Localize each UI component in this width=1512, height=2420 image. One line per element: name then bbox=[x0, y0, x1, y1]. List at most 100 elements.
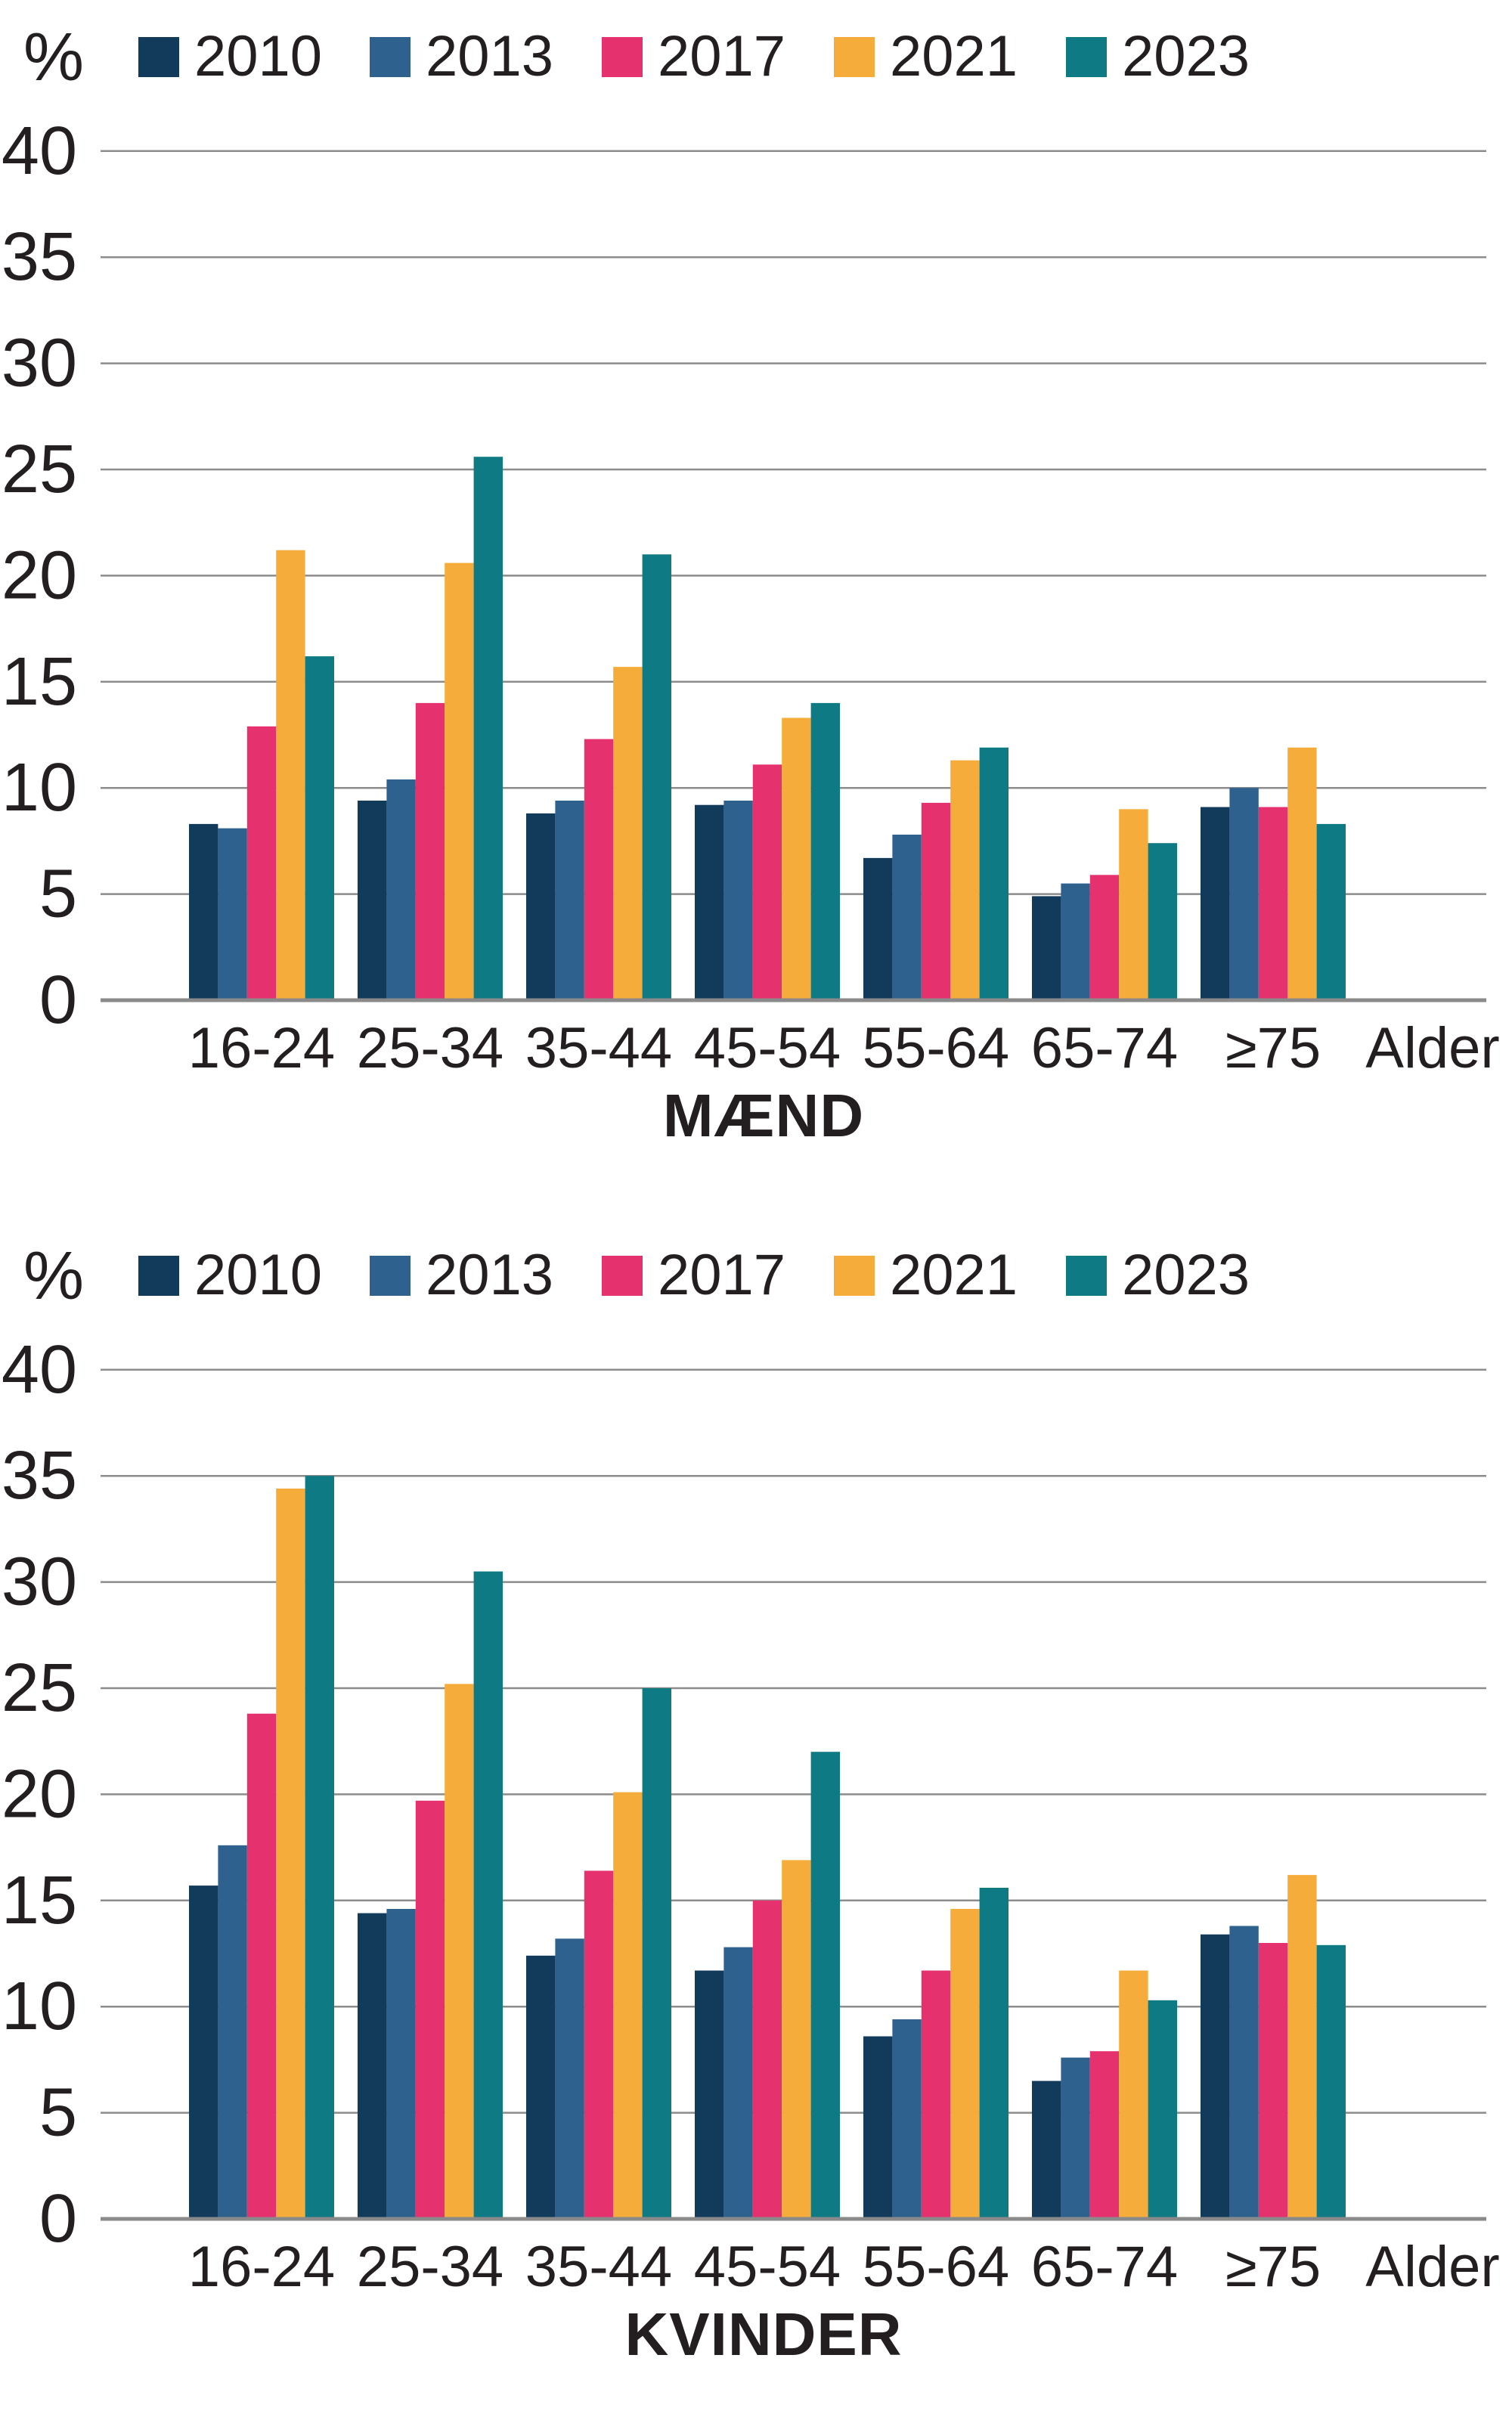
chart-title-kvinder: KVINDER bbox=[624, 2301, 903, 2368]
y-axis-unit-label: % bbox=[23, 1238, 85, 1314]
legend-maend: 2010 2013 2017 2021 2023 bbox=[0, 0, 1512, 98]
bar-2017-16-24 bbox=[246, 1713, 277, 2219]
bar-2017-55-64 bbox=[921, 1970, 951, 2219]
bar-2021-16-24 bbox=[276, 1489, 305, 2219]
bar-plot-maend: 0 5 10 15 20 25 30 35 40 16-24 25-34 35-44 45-54 55-6… bbox=[2, 113, 1500, 1080]
legend-swatch-2013 bbox=[370, 1255, 411, 1296]
legend-swatch-2017 bbox=[602, 36, 643, 77]
bar-2023-65-74 bbox=[1148, 843, 1177, 1000]
legend-item-2021: 2021 bbox=[834, 28, 1018, 85]
y-tick-label-30: 30 bbox=[2, 1545, 77, 1620]
x-tick-label-25-34: 25-34 bbox=[357, 2235, 503, 2299]
bar-2010-65-74 bbox=[1032, 896, 1061, 1000]
bar-2010-35-44 bbox=[526, 1955, 556, 2219]
bar-2013-45-54 bbox=[723, 801, 753, 1000]
legend-item-2017: 2017 bbox=[602, 28, 785, 85]
bar-2023-45-54 bbox=[810, 702, 840, 1000]
bar-2010-25-34 bbox=[358, 1913, 387, 2219]
chart-maend: % 2010 2013 2017 2021 2023 0 5 10 15 20 25 30 35 40 1… bbox=[0, 0, 1512, 1149]
chart-title-maend: MÆND bbox=[662, 1082, 865, 1149]
bar-2023-55-64 bbox=[979, 747, 1009, 1000]
legend-item-2010: 2010 bbox=[138, 28, 322, 85]
bar-2023-65-74 bbox=[1148, 2000, 1177, 2219]
bar-2010-25-34 bbox=[358, 801, 387, 1000]
bar-2010-45-54 bbox=[695, 1970, 724, 2219]
legend-label-2021: 2021 bbox=[890, 24, 1018, 88]
bar-2023-35-44 bbox=[642, 554, 671, 1000]
bar-2017-16-24 bbox=[246, 726, 277, 1000]
bar-2023-16-24 bbox=[305, 1476, 334, 2219]
bar-2021-45-54 bbox=[782, 1860, 811, 2219]
y-tick-label-15: 15 bbox=[2, 644, 77, 720]
legend-kvinder: 2010 2013 2017 2021 2023 bbox=[0, 1219, 1512, 1317]
legend-swatch-2010 bbox=[138, 36, 179, 77]
x-tick-label-35-44: 35-44 bbox=[525, 1016, 672, 1080]
bar-2013-16-24 bbox=[218, 1845, 247, 2219]
y-tick-label-10: 10 bbox=[2, 750, 77, 826]
bar-2010-55-64 bbox=[863, 857, 893, 1000]
bar-2021-≥75 bbox=[1287, 747, 1317, 1000]
bar-2021-16-24 bbox=[276, 550, 305, 1000]
bar-2010-35-44 bbox=[526, 813, 556, 1000]
bar-2023-35-44 bbox=[642, 1688, 671, 2219]
bar-2013-25-34 bbox=[386, 1909, 416, 2219]
bar-2017-65-74 bbox=[1089, 2051, 1120, 2219]
x-tick-label-45-54: 45-54 bbox=[694, 1016, 841, 1080]
legend-swatch-2017 bbox=[602, 1255, 643, 1296]
x-tick-label-65-74: 65-74 bbox=[1031, 2235, 1178, 2299]
bar-2010-≥75 bbox=[1201, 1934, 1230, 2219]
legend-label-2017: 2017 bbox=[658, 1243, 786, 1307]
bar-2013-55-64 bbox=[892, 835, 922, 1000]
bar-2013-≥75 bbox=[1229, 788, 1259, 1000]
bar-2010-16-24 bbox=[189, 823, 218, 1000]
y-tick-label-10: 10 bbox=[2, 1969, 77, 2044]
legend-item-2023: 2023 bbox=[1066, 1247, 1250, 1304]
legend-swatch-2021 bbox=[834, 1255, 875, 1296]
y-tick-label-20: 20 bbox=[2, 538, 77, 613]
legend-label-2021: 2021 bbox=[890, 1243, 1018, 1307]
bar-2017-25-34 bbox=[415, 1800, 445, 2219]
y-tick-label-20: 20 bbox=[2, 1756, 77, 1832]
bar-2023-16-24 bbox=[305, 656, 334, 1000]
bar-2021-25-34 bbox=[445, 562, 474, 1000]
y-tick-label-15: 15 bbox=[2, 1863, 77, 1938]
bar-2013-45-54 bbox=[723, 1947, 753, 2219]
bar-2013-35-44 bbox=[555, 1938, 584, 2219]
legend-label-2013: 2013 bbox=[426, 1243, 554, 1307]
x-axis-title: Alder bbox=[1365, 1016, 1499, 1080]
y-tick-label-30: 30 bbox=[2, 326, 77, 401]
bar-2013-≥75 bbox=[1229, 1926, 1259, 2219]
bar-2023-55-64 bbox=[979, 1888, 1009, 2219]
legend-swatch-2023 bbox=[1066, 1255, 1107, 1296]
legend-item-2021: 2021 bbox=[834, 1247, 1018, 1304]
x-tick-label-25-34: 25-34 bbox=[357, 1016, 503, 1080]
legend-item-2010: 2010 bbox=[138, 1247, 322, 1304]
y-tick-label-5: 5 bbox=[39, 857, 77, 932]
chart-kvinder: % 2010 2013 2017 2021 2023 0 5 10 15 20 25 30 35 40 1… bbox=[0, 1219, 1512, 2420]
bar-2021-65-74 bbox=[1119, 809, 1148, 1000]
bar-2017-≥75 bbox=[1258, 807, 1288, 1000]
bar-2017-35-44 bbox=[584, 739, 614, 1000]
bar-2023-25-34 bbox=[473, 1571, 503, 2219]
bar-2013-65-74 bbox=[1061, 883, 1090, 1000]
x-tick-label-45-54: 45-54 bbox=[694, 2235, 841, 2299]
bar-2010-45-54 bbox=[695, 804, 724, 1000]
y-axis-unit-label: % bbox=[23, 20, 85, 95]
bar-2021-25-34 bbox=[445, 1684, 474, 2219]
x-tick-label-≥75: ≥75 bbox=[1225, 2235, 1321, 2299]
x-tick-label-16-24: 16-24 bbox=[188, 2235, 335, 2299]
bar-2013-55-64 bbox=[892, 2019, 922, 2219]
y-tick-label-35: 35 bbox=[2, 1438, 77, 1514]
legend-label-2023: 2023 bbox=[1122, 1243, 1250, 1307]
bar-2013-65-74 bbox=[1061, 2057, 1090, 2219]
bar-2013-25-34 bbox=[386, 779, 416, 1000]
bar-2021-≥75 bbox=[1287, 1875, 1317, 2219]
legend-label-2023: 2023 bbox=[1122, 24, 1250, 88]
bar-2021-45-54 bbox=[782, 717, 811, 1000]
bar-2017-45-54 bbox=[752, 1900, 782, 2219]
y-tick-label-35: 35 bbox=[2, 219, 77, 295]
x-tick-label-16-24: 16-24 bbox=[188, 1016, 335, 1080]
x-tick-label-≥75: ≥75 bbox=[1225, 1016, 1321, 1080]
bar-2017-25-34 bbox=[415, 702, 445, 1000]
bar-2021-35-44 bbox=[613, 667, 643, 1000]
